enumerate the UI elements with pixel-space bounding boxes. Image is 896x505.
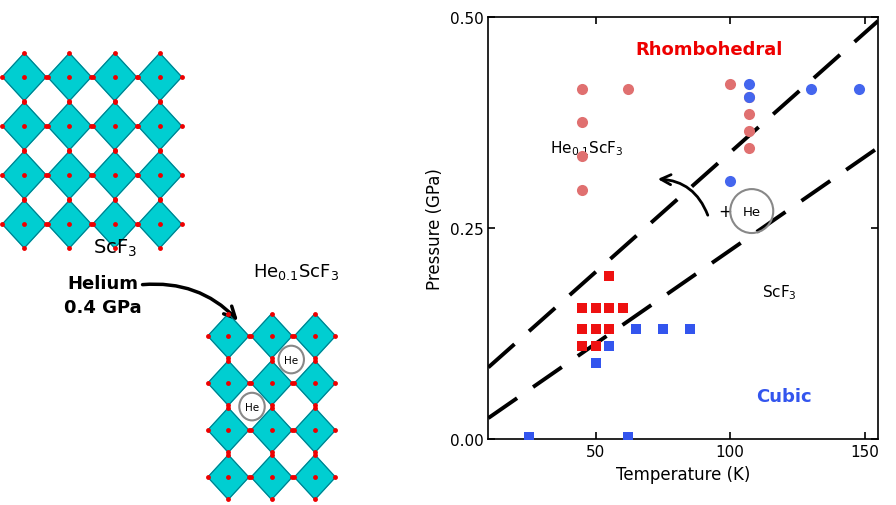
Polygon shape — [295, 361, 335, 406]
Y-axis label: Pressure (GPa): Pressure (GPa) — [426, 168, 444, 289]
Polygon shape — [208, 455, 249, 499]
Polygon shape — [92, 152, 136, 199]
Circle shape — [239, 393, 264, 421]
Polygon shape — [208, 408, 249, 452]
Polygon shape — [3, 152, 46, 199]
Polygon shape — [138, 54, 182, 102]
Polygon shape — [3, 103, 46, 150]
Text: Helium
0.4 GPa: Helium 0.4 GPa — [64, 275, 142, 316]
Polygon shape — [3, 54, 46, 102]
Circle shape — [279, 346, 304, 374]
Polygon shape — [295, 455, 335, 499]
Polygon shape — [138, 103, 182, 150]
Text: Cubic: Cubic — [756, 388, 812, 406]
Polygon shape — [138, 152, 182, 199]
Polygon shape — [295, 314, 335, 359]
Polygon shape — [251, 314, 292, 359]
Polygon shape — [251, 361, 292, 406]
Text: He: He — [245, 402, 259, 412]
Text: ScF$_3$: ScF$_3$ — [762, 282, 797, 301]
Text: He$_{0.1}$ScF$_3$: He$_{0.1}$ScF$_3$ — [550, 139, 624, 158]
Text: He: He — [284, 355, 298, 365]
Polygon shape — [92, 201, 136, 248]
Text: +: + — [718, 203, 732, 221]
Polygon shape — [208, 314, 249, 359]
Polygon shape — [47, 54, 91, 102]
Polygon shape — [92, 54, 136, 102]
X-axis label: Temperature (K): Temperature (K) — [616, 465, 750, 483]
Polygon shape — [295, 408, 335, 452]
Polygon shape — [92, 103, 136, 150]
Polygon shape — [251, 455, 292, 499]
Polygon shape — [47, 152, 91, 199]
Text: He: He — [743, 205, 761, 218]
Text: He$_{0.1}$ScF$_3$: He$_{0.1}$ScF$_3$ — [253, 262, 339, 282]
Polygon shape — [251, 408, 292, 452]
Polygon shape — [47, 103, 91, 150]
Text: ScF$_3$: ScF$_3$ — [92, 237, 137, 259]
Text: Rhombohedral: Rhombohedral — [635, 41, 782, 59]
Polygon shape — [208, 361, 249, 406]
Polygon shape — [3, 201, 46, 248]
Polygon shape — [47, 201, 91, 248]
Polygon shape — [138, 201, 182, 248]
